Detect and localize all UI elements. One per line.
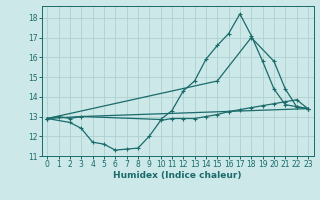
X-axis label: Humidex (Indice chaleur): Humidex (Indice chaleur) xyxy=(113,171,242,180)
